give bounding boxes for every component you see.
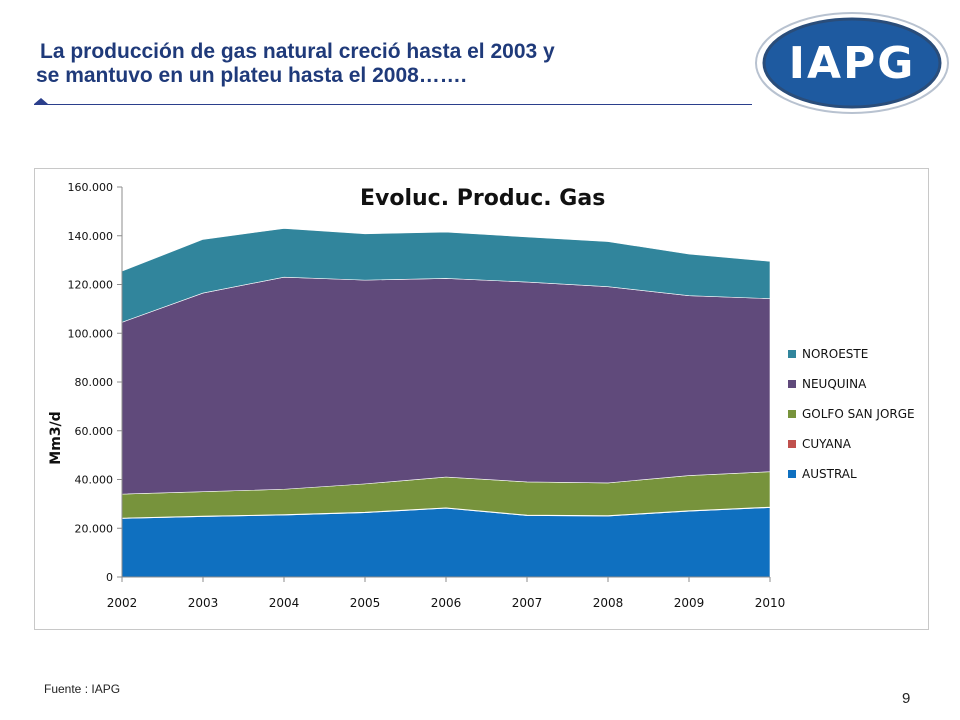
page-number: 9 — [902, 690, 911, 707]
iapg-logo: IAPG — [755, 12, 949, 114]
y-tick-label: 0 — [106, 571, 113, 584]
x-tick-label: 2008 — [593, 596, 624, 610]
slide-title: La producción de gas natural creció hast… — [36, 40, 736, 88]
legend-label-cuyana: CUYANA — [802, 437, 852, 451]
x-tick-label: 2002 — [107, 596, 138, 610]
logo-text: IAPG — [789, 38, 916, 89]
x-tick-label: 2006 — [431, 596, 462, 610]
legend-swatch-neuquina — [788, 380, 796, 388]
area-austral — [121, 507, 771, 578]
legend-swatch-austral — [788, 470, 796, 478]
legend-swatch-noroeste — [788, 350, 796, 358]
x-tick-label: 2005 — [350, 596, 381, 610]
y-tick-label: 160.000 — [68, 181, 114, 194]
y-tick-label: 40.000 — [75, 474, 114, 487]
x-tick-label: 2004 — [269, 596, 300, 610]
y-tick-label: 120.000 — [68, 279, 114, 292]
chart-title: Evoluc. Produc. Gas — [360, 186, 606, 211]
slide-title-line-1: La producción de gas natural creció hast… — [40, 40, 555, 63]
y-tick-label: 20.000 — [75, 522, 114, 535]
legend-label-golfo-san-jorge: GOLFO SAN JORGE — [802, 407, 915, 421]
legend-label-noroeste: NOROESTE — [802, 347, 868, 361]
legend-swatch-cuyana — [788, 440, 796, 448]
y-tick-label: 100.000 — [68, 327, 114, 340]
slide-title-line-2: se mantuvo en un plateu hasta el 2008……. — [36, 64, 467, 87]
area-neuquina — [121, 276, 771, 495]
x-tick-label: 2003 — [188, 596, 219, 610]
title-marker-icon — [34, 98, 48, 104]
legend-label-neuquina: NEUQUINA — [802, 377, 867, 391]
y-axis-label: Mm3/d — [48, 411, 64, 464]
y-tick-label: 140.000 — [68, 230, 114, 243]
y-tick-label: 80.000 — [75, 376, 114, 389]
area-noroeste — [121, 228, 771, 323]
title-divider — [34, 104, 752, 105]
x-tick-label: 2007 — [512, 596, 543, 610]
y-tick-label: 60.000 — [75, 425, 114, 438]
x-tick-label: 2009 — [674, 596, 705, 610]
legend-swatch-golfo-san-jorge — [788, 410, 796, 418]
legend-label-austral: AUSTRAL — [802, 467, 857, 481]
x-tick-label: 2010 — [755, 596, 786, 610]
source-note: Fuente : IAPG — [44, 682, 121, 696]
